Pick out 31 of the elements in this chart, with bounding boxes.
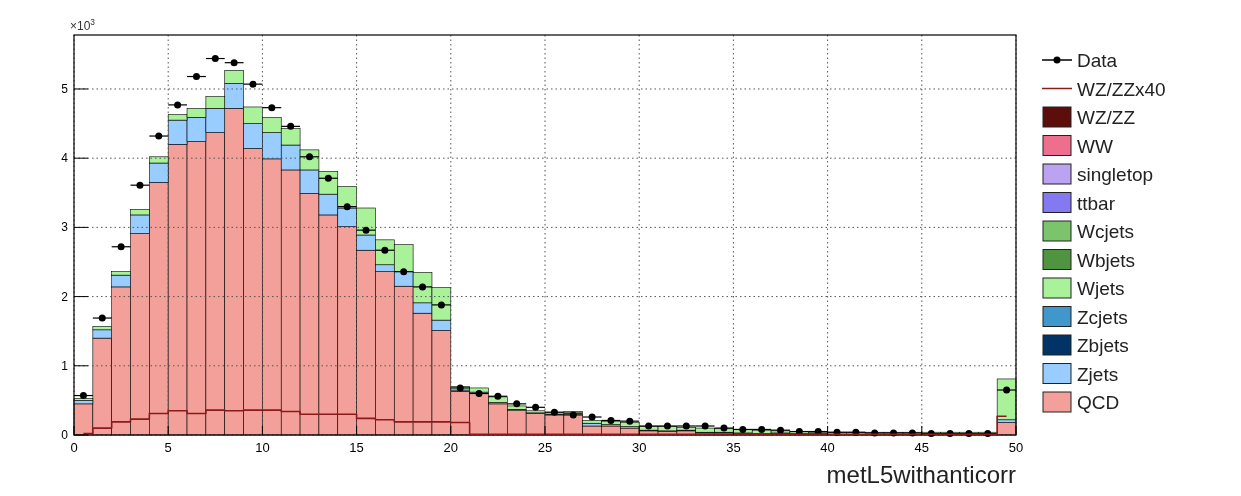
x-tick-label: 45 xyxy=(914,440,930,455)
legend-label: Zbjets xyxy=(1077,335,1129,356)
y-tick-label: 3 xyxy=(61,220,69,235)
y-tick-label: 5 xyxy=(61,81,69,96)
legend-label: ttbar xyxy=(1077,192,1116,214)
x-tick-label: 5 xyxy=(164,440,172,455)
y-tick-label: 4 xyxy=(61,151,69,166)
y-tick-label: 2 xyxy=(61,289,69,304)
y-tick-label: 1 xyxy=(61,358,69,373)
legend-label: WZ/ZZ xyxy=(1077,107,1136,128)
legend-label: QCD xyxy=(1077,392,1120,413)
text: ×10$^{3}$ xyxy=(70,17,96,33)
x-tick-label: 25 xyxy=(537,440,553,455)
legend-label: Data xyxy=(1077,50,1118,71)
x-tick-label: 20 xyxy=(443,440,459,455)
legend-label: Wjets xyxy=(1077,278,1125,299)
legend-label: Wbjets xyxy=(1077,249,1136,271)
x-tick-label: 10 xyxy=(255,440,270,455)
legend-label: singletop xyxy=(1077,164,1154,185)
x-axis-title: metL5withanticorr xyxy=(826,461,1016,488)
legend-label: Zcjets xyxy=(1077,306,1128,328)
x-tick-label: 30 xyxy=(631,440,647,455)
legend-label: WZ/ZZx40 xyxy=(1077,78,1166,100)
x-tick-label: 15 xyxy=(349,440,364,455)
legend-label: Zjets xyxy=(1077,363,1119,385)
x-tick-label: 50 xyxy=(1008,440,1024,455)
y-tick-label: 0 xyxy=(61,428,69,442)
legend-label: Wcjets xyxy=(1077,221,1134,242)
x-tick-label: 35 xyxy=(726,440,741,455)
x-tick-label: 40 xyxy=(820,440,835,455)
legend-label: WW xyxy=(1077,135,1113,157)
